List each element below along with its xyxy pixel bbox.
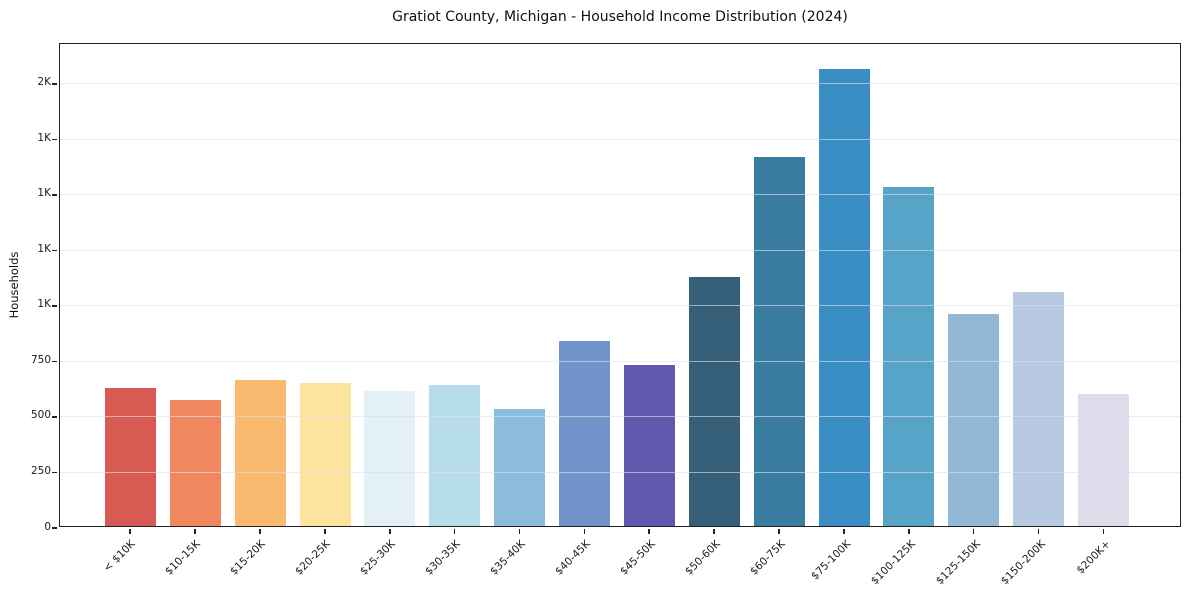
bar-$50-60K bbox=[688, 277, 740, 526]
chart-title: Gratiot County, Michigan - Household Inc… bbox=[392, 9, 848, 25]
bar-slot bbox=[617, 44, 682, 534]
bar-$125-150K bbox=[948, 313, 1000, 526]
x-tick-label: $50-60K bbox=[683, 538, 723, 578]
x-tick-label: $200K+ bbox=[1074, 538, 1113, 577]
x-tick-label: $125-150K bbox=[933, 538, 983, 588]
bar-$40-45K bbox=[559, 341, 611, 526]
x-tick-mark bbox=[843, 529, 845, 534]
bar-$10-15K bbox=[169, 399, 221, 526]
bars-layer bbox=[98, 44, 1136, 534]
x-tick-mark bbox=[129, 529, 132, 534]
bar-$25-30K bbox=[364, 391, 416, 526]
x-tick-mark bbox=[259, 529, 261, 534]
bar-< $10K bbox=[104, 387, 156, 526]
bar-slot bbox=[877, 44, 942, 534]
bar-$60-75K bbox=[753, 156, 805, 526]
x-tick-label: $45-50K bbox=[618, 538, 658, 578]
bar-slot bbox=[552, 44, 617, 534]
x-tick-mark bbox=[1102, 529, 1105, 534]
x-tick-label: < $10K bbox=[101, 538, 138, 575]
x-tick-label: $30-35K bbox=[423, 538, 463, 578]
x-tick-mark bbox=[972, 529, 975, 534]
bar-$75-100K bbox=[818, 69, 870, 526]
x-tick-label: $40-45K bbox=[553, 538, 593, 578]
bar-slot bbox=[358, 44, 423, 534]
x-tick-mark bbox=[713, 529, 715, 534]
plot-area bbox=[52, 43, 1181, 534]
bar-slot bbox=[747, 44, 812, 534]
x-tick-mark bbox=[518, 529, 521, 534]
bar-slot bbox=[293, 44, 358, 534]
x-tick-label: $100-125K bbox=[868, 538, 918, 588]
y-tick-mark bbox=[52, 138, 57, 141]
y-tick-label: 250 bbox=[30, 464, 51, 477]
x-tick-label: $25-30K bbox=[358, 538, 398, 578]
y-tick-label: 2K bbox=[37, 76, 51, 89]
x-tick-label: $35-40K bbox=[488, 538, 528, 578]
x-tick-mark bbox=[648, 529, 651, 534]
bar-$45-50K bbox=[623, 364, 675, 526]
y-tick-label: 1K bbox=[37, 298, 51, 311]
y-tick-label: 1K bbox=[37, 131, 51, 144]
bar-slot bbox=[98, 44, 163, 534]
y-tick-mark bbox=[52, 471, 57, 474]
bar-slot bbox=[163, 44, 228, 534]
bar-slot bbox=[812, 44, 877, 534]
x-axis-labels: < $10K $10-15K $15-20K $20-25K $25-30K $30-35… bbox=[0, 534, 1189, 590]
x-tick-mark bbox=[453, 529, 456, 534]
bar-slot bbox=[682, 44, 747, 534]
y-tick-label: 750 bbox=[30, 353, 51, 366]
bar-slot bbox=[941, 44, 1006, 534]
y-tick-mark bbox=[52, 360, 57, 363]
bar-slot bbox=[228, 44, 293, 534]
x-tick-mark bbox=[583, 529, 586, 534]
x-tick-mark bbox=[778, 529, 780, 534]
x-tick-label: $10-15K bbox=[163, 538, 203, 578]
y-tick-mark bbox=[52, 527, 57, 529]
x-tick-mark bbox=[194, 529, 196, 534]
bar-$100-125K bbox=[883, 186, 935, 526]
x-tick-mark bbox=[1037, 529, 1040, 534]
bar-slot bbox=[1006, 44, 1071, 534]
x-tick-mark bbox=[388, 529, 391, 534]
y-tick-label: 0 bbox=[44, 520, 51, 533]
bar-$35-40K bbox=[494, 408, 546, 526]
bar-$15-20K bbox=[234, 380, 286, 526]
x-tick-mark bbox=[324, 529, 326, 534]
bar-slot bbox=[487, 44, 552, 534]
x-tick-label: $75-100K bbox=[808, 538, 853, 583]
y-tick-mark bbox=[52, 194, 57, 196]
x-tick-label: $60-75K bbox=[748, 538, 788, 578]
bar-$200K+ bbox=[1078, 394, 1130, 526]
x-tick-mark bbox=[907, 529, 910, 534]
bar-$150-200K bbox=[1013, 291, 1065, 526]
y-tick-label: 1K bbox=[37, 242, 51, 255]
bar-slot bbox=[422, 44, 487, 534]
y-tick-label: 1K bbox=[37, 187, 51, 200]
y-tick-label: 500 bbox=[30, 409, 51, 422]
y-tick-mark bbox=[52, 249, 57, 252]
y-tick-mark bbox=[52, 305, 57, 307]
x-tick-label: $15-20K bbox=[228, 538, 268, 578]
y-tick-mark bbox=[52, 416, 57, 418]
bar-slot bbox=[1071, 44, 1136, 534]
x-tick-label: $20-25K bbox=[293, 538, 333, 578]
bar-$20-25K bbox=[299, 383, 351, 526]
x-tick-label: $150-200K bbox=[998, 538, 1048, 588]
y-tick-mark bbox=[52, 83, 57, 85]
bar-$30-35K bbox=[429, 384, 481, 526]
